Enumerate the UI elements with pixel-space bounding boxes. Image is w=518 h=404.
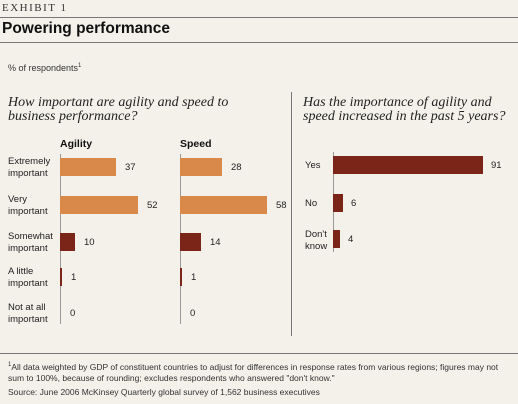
category-label-line: important	[8, 243, 48, 254]
value-label-change-2: 4	[348, 234, 354, 245]
footnote-rule	[0, 353, 518, 354]
value-label-speed-3: 1	[191, 272, 197, 283]
right-chart-title: Has the importance of agility and speed …	[303, 95, 506, 124]
panel-divider	[291, 92, 292, 336]
bar-change-0	[333, 156, 483, 174]
change-category-label-1: No	[305, 198, 317, 210]
value-label-speed-4: 0	[190, 308, 196, 319]
bar-speed-0	[180, 158, 222, 176]
value-label-speed-0: 28	[231, 162, 242, 173]
value-label-speed-2: 14	[210, 237, 221, 248]
value-label-agility-2: 10	[84, 237, 95, 248]
title-rule	[0, 42, 518, 43]
chart-subtitle: % of respondents1	[8, 63, 82, 73]
series-header-agility: Agility	[60, 138, 93, 150]
bar-speed-1	[180, 196, 267, 214]
value-label-agility-0: 37	[125, 162, 136, 173]
category-label-2: Somewhat important	[8, 231, 53, 255]
page-title: Powering performance	[2, 20, 170, 37]
bar-speed-2	[180, 233, 201, 251]
category-label-0: Extremely important	[8, 156, 50, 180]
exhibit-label: EXHIBIT 1	[2, 2, 68, 14]
bar-change-2	[333, 230, 340, 248]
change-category-label-0: Yes	[305, 160, 321, 172]
category-label-line: Don't	[305, 229, 327, 240]
bar-agility-1	[60, 196, 138, 214]
value-label-agility-1: 52	[147, 200, 158, 211]
value-label-change-1: 6	[351, 198, 357, 209]
bar-speed-3	[180, 268, 182, 286]
category-label-line: Extremely	[8, 156, 51, 167]
category-label-line: important	[8, 168, 48, 179]
bar-change-1	[333, 194, 343, 212]
category-label-line: know	[305, 241, 328, 252]
category-label-line: A little	[8, 266, 34, 277]
category-label-1: Very important	[8, 194, 48, 218]
category-label-line: Not at all	[8, 302, 46, 313]
change-category-label-2: Don't know	[305, 229, 327, 253]
category-label-line: No	[305, 198, 318, 209]
category-label-line: important	[8, 206, 48, 217]
bar-agility-0	[60, 158, 116, 176]
value-label-agility-4: 0	[70, 308, 76, 319]
value-label-change-0: 91	[491, 160, 502, 171]
left-chart-title: How important are agility and speed to b…	[8, 95, 229, 124]
footnote: 1All data weighted by GDP of constituent…	[8, 361, 499, 383]
bar-agility-2	[60, 233, 75, 251]
category-label-4: Not at all important	[8, 302, 48, 326]
category-label-line: important	[8, 314, 48, 325]
category-label-line: important	[8, 278, 48, 289]
value-label-agility-3: 1	[71, 272, 77, 283]
source-note: Source: June 2006 McKinsey Quarterly glo…	[8, 387, 320, 397]
category-label-line: Somewhat	[8, 231, 53, 242]
series-header-speed: Speed	[180, 138, 212, 150]
category-label-line: Very	[8, 194, 28, 205]
bar-agility-3	[60, 268, 62, 286]
value-label-speed-1: 58	[276, 200, 287, 211]
top-rule	[0, 17, 518, 18]
category-label-3: A little important	[8, 266, 48, 290]
category-label-line: Yes	[305, 160, 321, 171]
